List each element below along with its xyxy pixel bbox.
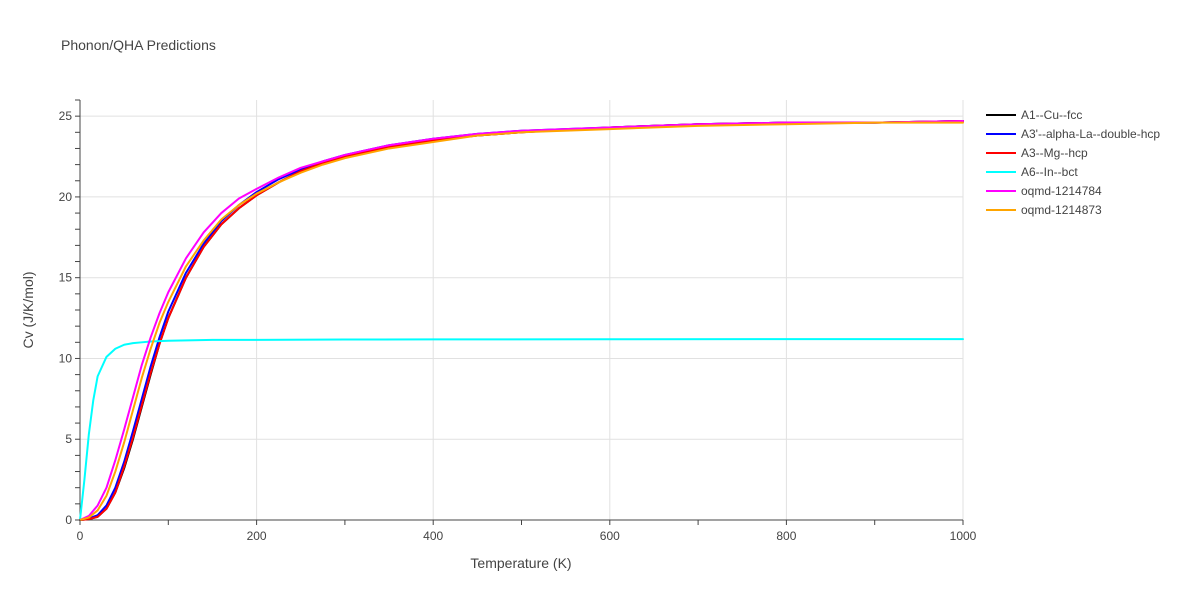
legend-item[interactable]: A3'--alpha-La--double-hcp <box>986 127 1160 141</box>
zero-lines <box>79 100 963 521</box>
legend-label: A3'--alpha-La--double-hcp <box>1021 127 1160 141</box>
chart-title: Phonon/QHA Predictions <box>61 37 216 53</box>
y-tick-label: 20 <box>59 190 73 204</box>
x-axis: 0 200 400 600 800 1000 <box>77 520 977 543</box>
legend-label: A6--In--bct <box>1021 165 1078 179</box>
legend[interactable]: A1--Cu--fcc A3'--alpha-La--double-hcp A3--… <box>986 108 1160 217</box>
y-tick-label: 5 <box>65 432 72 446</box>
y-tick-label: 0 <box>65 513 72 527</box>
legend-label: A3--Mg--hcp <box>1021 146 1088 160</box>
series-line-4[interactable] <box>79 120 964 521</box>
series-line-3[interactable] <box>79 338 964 521</box>
x-tick-label: 1000 <box>950 529 977 543</box>
series-line-0[interactable] <box>79 120 964 521</box>
legend-item[interactable]: A1--Cu--fcc <box>986 108 1082 122</box>
series-line-1[interactable] <box>79 120 964 521</box>
legend-item[interactable]: A3--Mg--hcp <box>986 146 1088 160</box>
legend-label: oqmd-1214784 <box>1021 184 1102 198</box>
y-tick-label: 25 <box>59 109 73 123</box>
x-tick-label: 200 <box>247 529 267 543</box>
y-axis-title: Cv (J/K/mol) <box>20 272 36 349</box>
legend-label: A1--Cu--fcc <box>1021 108 1082 122</box>
series-line-5[interactable] <box>79 121 964 521</box>
x-tick-label: 600 <box>600 529 620 543</box>
y-axis: 0 5 10 15 20 25 <box>59 99 80 527</box>
legend-label: oqmd-1214873 <box>1021 203 1102 217</box>
legend-item[interactable]: oqmd-1214873 <box>986 203 1102 217</box>
plot-area <box>79 120 964 521</box>
y-tick-label: 10 <box>59 351 73 365</box>
grid-lines <box>80 100 964 520</box>
x-tick-label: 0 <box>77 529 84 543</box>
y-tick-label: 15 <box>59 271 73 285</box>
x-axis-title: Temperature (K) <box>470 555 571 571</box>
x-tick-label: 400 <box>423 529 443 543</box>
series-line-2[interactable] <box>79 120 964 521</box>
x-tick-label: 800 <box>776 529 796 543</box>
legend-item[interactable]: A6--In--bct <box>986 165 1078 179</box>
legend-item[interactable]: oqmd-1214784 <box>986 184 1102 198</box>
